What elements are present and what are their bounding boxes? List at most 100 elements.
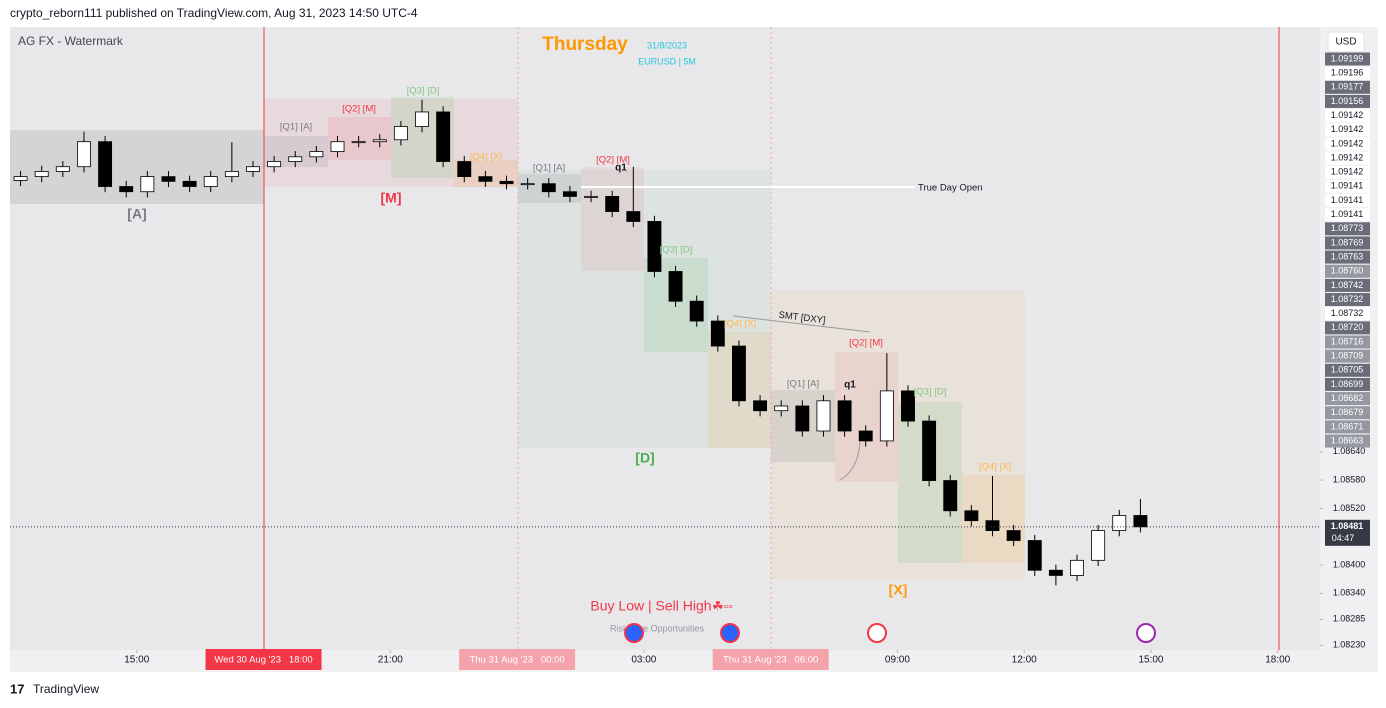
price-badge [1325,392,1370,406]
session-box [264,99,518,187]
candle-body [351,141,366,144]
price-badge [1325,52,1370,66]
price-badge [1325,151,1370,165]
candle-body [647,221,662,272]
date-marker-label: Thu 31 Aug '23 00:00 [469,655,564,666]
price-badge-label: 1.08709 [1331,351,1364,361]
quarter-label: [Q2] [M] [342,104,376,115]
candle-body [795,405,810,432]
candle-body [55,166,70,172]
candle-body [161,176,176,182]
price-badge-label: 1.08769 [1331,237,1364,247]
price-badge [1325,250,1370,264]
day-title: Thursday [542,34,628,55]
currency[interactable]: USD [1335,37,1356,48]
price-badge-label: 1.08742 [1331,280,1364,290]
date-marker-label: Thu 31 Aug '23 06:00 [723,655,818,666]
candle-body [224,171,239,178]
candle-body [1048,569,1063,576]
last-price-badge [1325,519,1370,546]
session-box [518,170,771,448]
publish-header: crypto_reborn111 published on TradingVie… [10,6,418,20]
candle-body [626,211,641,222]
candle-body [837,400,852,432]
price-badge-label: 1.08732 [1331,308,1364,318]
candle-body [858,430,873,442]
candle-body [182,180,197,187]
x-tick-label: 15:00 [124,655,149,666]
price-badge [1325,278,1370,292]
price-badge [1325,137,1370,151]
price-badge [1325,420,1370,434]
candle-body [13,176,28,181]
price-badge [1325,321,1370,335]
price-badge-label: 1.08699 [1331,379,1364,389]
candle-body [1133,515,1148,528]
price-badge [1325,293,1370,307]
candle-body [1112,515,1127,531]
price-badge [1325,349,1370,363]
quarter-label: [Q3] [D] [914,387,947,398]
y-tick-label: 1.08640 [1333,446,1366,456]
candle-body [541,183,556,193]
smt-line [732,315,871,333]
candle-body [98,141,113,187]
price-badge [1325,109,1370,123]
event-icons [624,623,1156,643]
candle-body [309,151,324,158]
price-badge [1325,123,1370,137]
price-badge-label: 1.08663 [1331,435,1364,445]
price-badge-label: 1.08671 [1331,421,1364,431]
price-badge-label: 1.08716 [1331,336,1364,346]
quarter-label: [Q4] [X] [979,462,1011,473]
price-badge [1325,406,1370,420]
candle-body [964,510,979,522]
event-icon[interactable] [1136,623,1156,643]
countdown: 04:47 [1332,533,1355,543]
x-tick-label: 21:00 [378,655,403,666]
currency-button[interactable] [1327,31,1365,53]
date-marker [205,649,322,670]
motto-icons: ☘▫▫ [712,598,733,613]
candle-body [689,300,704,322]
candle-body [372,139,387,143]
x-tick-label: 09:00 [885,655,910,666]
event-icon[interactable] [720,623,740,643]
candle-body [605,196,620,212]
price-badge [1325,264,1370,278]
price-badge-label: 1.09142 [1331,124,1364,134]
price-badge [1325,377,1370,391]
last-price-label: 1.08481 [1331,521,1364,531]
candle-body [562,191,577,197]
candle-body [119,186,134,193]
x-tick-label: 18:00 [1265,655,1290,666]
quarter-label: [Q4] [X] [724,319,756,330]
price-badge-label: 1.08732 [1331,294,1364,304]
candle-body [203,176,218,187]
candle-body [1070,559,1084,576]
candle-body [710,320,725,347]
candle-body [985,520,1000,531]
event-icon[interactable] [867,623,887,643]
x-tick-label: 12:00 [1012,655,1037,666]
candle-body [246,166,260,172]
q-marker: q1 [615,163,627,174]
footer: TradingView [33,682,99,696]
candle-body [77,141,91,168]
price-badge [1325,434,1370,448]
quarter-label: [Q3] [D] [660,245,693,256]
date-marker-label: Wed 30 Aug '23 18:00 [214,655,312,666]
price-badge [1325,307,1370,321]
candle-body [753,400,768,412]
candle-body [140,176,155,193]
session-box [10,130,264,204]
candle-body [1006,530,1021,541]
x-tick-label: 03:00 [631,655,656,666]
date-marker [712,649,829,670]
tagline: Risks Are Opportunities [610,623,705,633]
price-badge [1325,222,1370,236]
price-badge-label: 1.09142 [1331,152,1364,162]
quarter-box [328,117,391,160]
event-icon[interactable] [624,623,644,643]
quarter-label: [Q3] [D] [407,86,440,97]
